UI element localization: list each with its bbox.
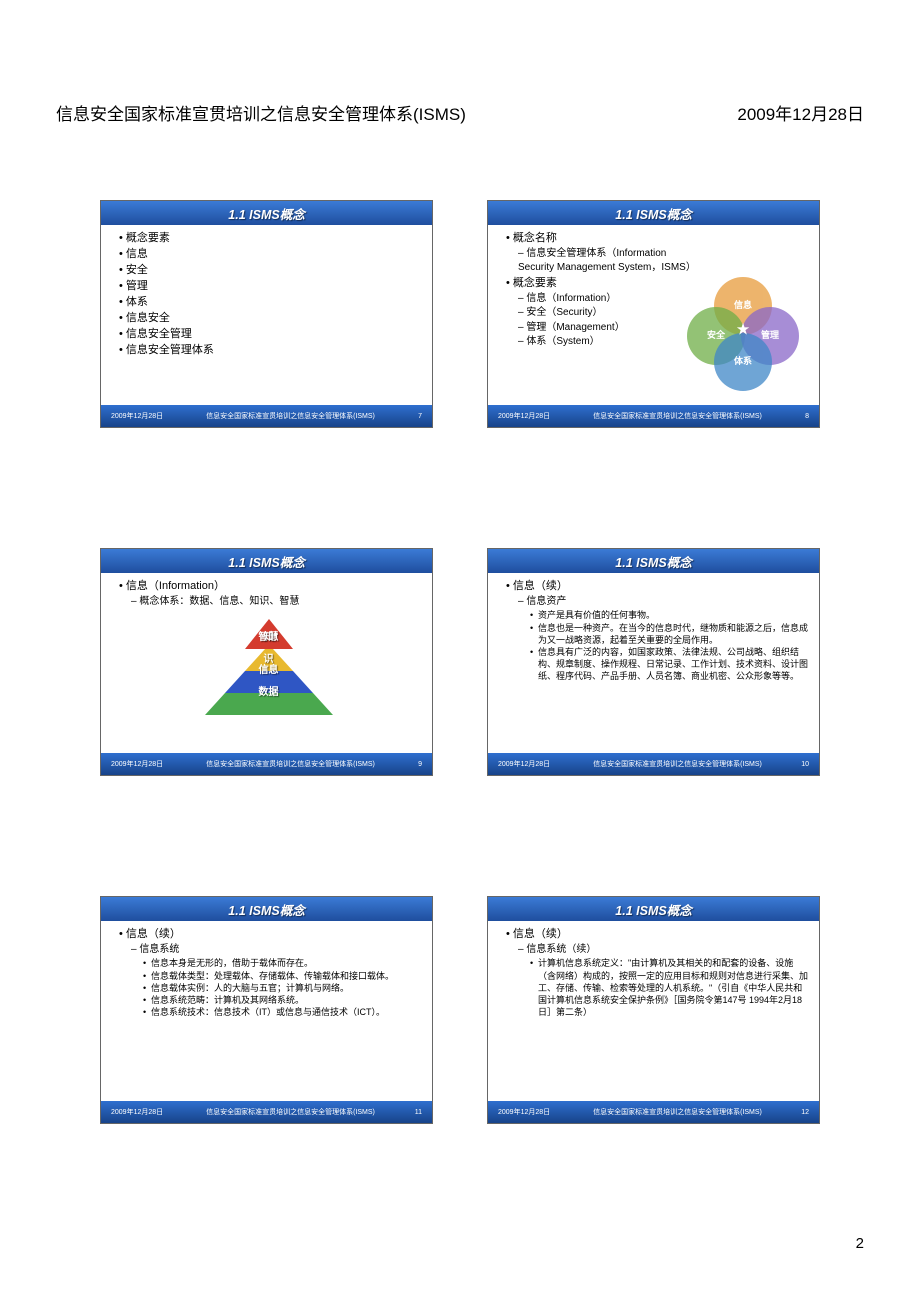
- detail-bullet: 信息也是一种资产。在当今的信息时代，继物质和能源之后，信息成为又一战略资源，起着…: [530, 622, 809, 646]
- footer-page-num: 12: [789, 1109, 809, 1116]
- slide-title: 1.1 ISMS概念: [101, 201, 432, 225]
- slide-body: 概念名称 信息安全管理体系（Information Security Manag…: [488, 225, 819, 407]
- footer-page-num: 8: [789, 413, 809, 420]
- slide-body: 概念要素 信息 安全 管理 体系 信息安全 信息安全管理 信息安全管理体系: [101, 225, 432, 407]
- footer-title: 信息安全国家标准宣贯培训之信息安全管理体系(ISMS): [566, 759, 789, 769]
- slide-10: 1.1 ISMS概念 信息（续） 信息资产 资产是具有价值的任何事物。 信息也是…: [487, 548, 820, 776]
- footer-page-num: 7: [402, 413, 422, 420]
- slide-grid: 1.1 ISMS概念 概念要素 信息 安全 管理 体系 信息安全 信息安全管理 …: [100, 200, 820, 1124]
- detail-bullet: 信息具有广泛的内容，如国家政策、法律法规、公司战略、组织结构、规章制度、操作规程…: [530, 646, 809, 682]
- page-number: 2: [856, 1235, 864, 1252]
- slide-footer: 2009年12月28日 信息安全国家标准宣贯培训之信息安全管理体系(ISMS) …: [488, 753, 819, 775]
- sub-bullet: 信息资产: [518, 595, 809, 610]
- venn-star-icon: ★: [736, 319, 750, 342]
- sub-bullet: 信息（Information）: [518, 292, 699, 307]
- slide-footer: 2009年12月28日 信息安全国家标准宣贯培训之信息安全管理体系(ISMS) …: [101, 405, 432, 427]
- footer-page-num: 10: [789, 761, 809, 768]
- bullet: 体系: [119, 295, 422, 311]
- slide-footer: 2009年12月28日 信息安全国家标准宣贯培训之信息安全管理体系(ISMS) …: [101, 753, 432, 775]
- footer-date: 2009年12月28日: [111, 1107, 179, 1117]
- bullet: 概念要素: [506, 276, 699, 292]
- footer-title: 信息安全国家标准宣贯培训之信息安全管理体系(ISMS): [179, 1107, 402, 1117]
- header-right: 2009年12月28日: [737, 100, 864, 125]
- slide-11: 1.1 ISMS概念 信息（续） 信息系统 信息本身是无形的，借助于载体而存在。…: [100, 896, 433, 1124]
- pyramid-diagram: 智慧 知识 信息 数据: [179, 619, 359, 735]
- footer-page-num: 11: [402, 1109, 422, 1116]
- slide-title: 1.1 ISMS概念: [101, 897, 432, 921]
- footer-title: 信息安全国家标准宣贯培训之信息安全管理体系(ISMS): [566, 1107, 789, 1117]
- slide-9: 1.1 ISMS概念 信息（Information） 概念体系：数据、信息、知识…: [100, 548, 433, 776]
- slide-title: 1.1 ISMS概念: [488, 549, 819, 573]
- venn-diagram: 信息 安全 管理 体系 ★: [683, 277, 803, 387]
- bullet: 信息（续）: [506, 927, 809, 943]
- slide-title: 1.1 ISMS概念: [488, 201, 819, 225]
- footer-date: 2009年12月28日: [498, 411, 566, 421]
- slide-12: 1.1 ISMS概念 信息（续） 信息系统（续） 计算机信息系统定义："由计算机…: [487, 896, 820, 1124]
- sub-bullet: 体系（System）: [518, 335, 699, 350]
- detail-bullet: 信息系统范畴：计算机及其网络系统。: [143, 994, 422, 1006]
- sub-bullet: 信息系统（续）: [518, 943, 809, 958]
- bullet: 概念要素: [119, 231, 422, 247]
- slide-title: 1.1 ISMS概念: [101, 549, 432, 573]
- footer-date: 2009年12月28日: [111, 759, 179, 769]
- page-header: 信息安全国家标准宣贯培训之信息安全管理体系(ISMS) 2009年12月28日: [56, 100, 864, 125]
- bullet: 信息安全: [119, 311, 422, 327]
- slide-8: 1.1 ISMS概念 概念名称 信息安全管理体系（Information Sec…: [487, 200, 820, 428]
- footer-title: 信息安全国家标准宣贯培训之信息安全管理体系(ISMS): [566, 411, 789, 421]
- footer-date: 2009年12月28日: [498, 759, 566, 769]
- detail-bullet: 信息本身是无形的，借助于载体而存在。: [143, 957, 422, 969]
- sub-bullet: 安全（Security）: [518, 306, 699, 321]
- bullet: 概念名称: [506, 231, 699, 247]
- bullet: 信息安全管理: [119, 327, 422, 343]
- detail-bullet: 信息载体实例：人的大脑与五官；计算机与网络。: [143, 982, 422, 994]
- sub-bullet: 管理（Management）: [518, 321, 699, 336]
- slide-body: 信息（续） 信息系统 信息本身是无形的，借助于载体而存在。 信息载体类型：处理载…: [101, 921, 432, 1103]
- bullet: 安全: [119, 263, 422, 279]
- slide-body: 信息（续） 信息系统（续） 计算机信息系统定义："由计算机及其相关的和配套的设备…: [488, 921, 819, 1103]
- bullet: 信息: [119, 247, 422, 263]
- footer-date: 2009年12月28日: [111, 411, 179, 421]
- pyramid-row-3: 数据: [205, 693, 333, 715]
- slide-footer: 2009年12月28日 信息安全国家标准宣贯培训之信息安全管理体系(ISMS) …: [101, 1101, 432, 1123]
- bullet: 管理: [119, 279, 422, 295]
- footer-title: 信息安全国家标准宣贯培训之信息安全管理体系(ISMS): [179, 411, 402, 421]
- header-left: 信息安全国家标准宣贯培训之信息安全管理体系(ISMS): [56, 100, 466, 125]
- bullet: 信息（续）: [119, 927, 422, 943]
- sub-bullet: 概念体系：数据、信息、知识、智慧: [131, 595, 422, 610]
- bullet: 信息（Information）: [119, 579, 422, 595]
- slide-footer: 2009年12月28日 信息安全国家标准宣贯培训之信息安全管理体系(ISMS) …: [488, 1101, 819, 1123]
- bullet: 信息（续）: [506, 579, 809, 595]
- slide-body: 信息（Information） 概念体系：数据、信息、知识、智慧 智慧 知识 信…: [101, 573, 432, 755]
- slide-footer: 2009年12月28日 信息安全国家标准宣贯培训之信息安全管理体系(ISMS) …: [488, 405, 819, 427]
- detail-bullet: 信息系统技术：信息技术（IT）或信息与通信技术（ICT）。: [143, 1006, 422, 1018]
- detail-bullet: 计算机信息系统定义："由计算机及其相关的和配套的设备、设施（含网络）构成的，按照…: [530, 957, 809, 1018]
- sub-bullet: 信息系统: [131, 943, 422, 958]
- detail-bullet: 资产是具有价值的任何事物。: [530, 609, 809, 621]
- slide-body: 信息（续） 信息资产 资产是具有价值的任何事物。 信息也是一种资产。在当今的信息…: [488, 573, 819, 755]
- footer-page-num: 9: [402, 761, 422, 768]
- slide-7: 1.1 ISMS概念 概念要素 信息 安全 管理 体系 信息安全 信息安全管理 …: [100, 200, 433, 428]
- slide-title: 1.1 ISMS概念: [488, 897, 819, 921]
- footer-date: 2009年12月28日: [498, 1107, 566, 1117]
- sub-bullet: 信息安全管理体系（Information Security Management…: [518, 247, 699, 276]
- footer-title: 信息安全国家标准宣贯培训之信息安全管理体系(ISMS): [179, 759, 402, 769]
- bullet: 信息安全管理体系: [119, 343, 422, 359]
- detail-bullet: 信息载体类型：处理载体、存储载体、传输载体和接口载体。: [143, 970, 422, 982]
